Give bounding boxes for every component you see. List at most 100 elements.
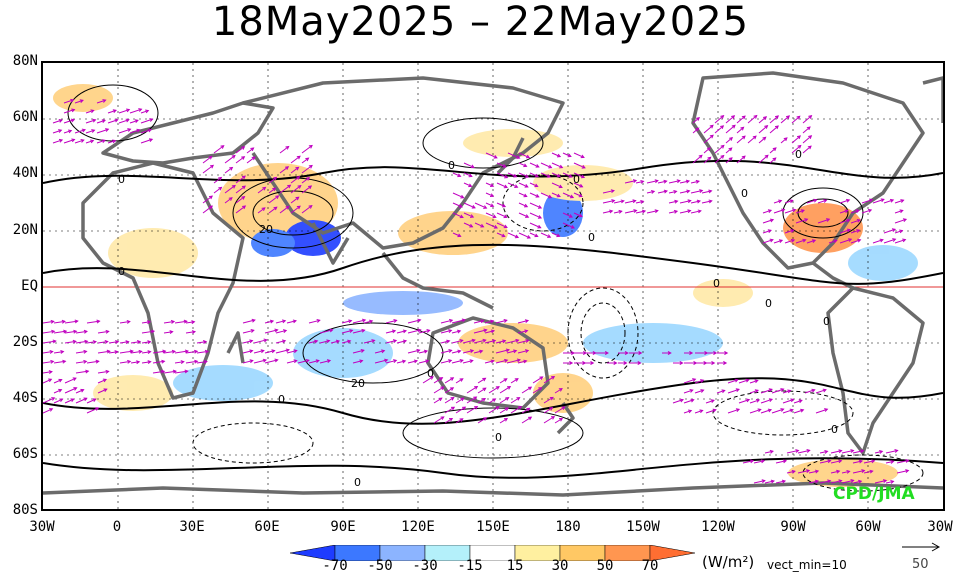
wind-vector bbox=[352, 319, 366, 324]
wind-vector-head bbox=[83, 349, 88, 354]
wind-vector-head bbox=[558, 184, 563, 189]
wind-vector bbox=[872, 198, 885, 204]
wind-vector-head bbox=[807, 145, 812, 150]
wind-vector bbox=[496, 212, 507, 218]
wind-vector bbox=[43, 371, 52, 374]
wind-vector bbox=[703, 124, 714, 134]
wind-vector-head bbox=[791, 469, 796, 474]
wind-vector bbox=[444, 397, 455, 404]
wind-vector-head bbox=[525, 339, 530, 343]
lat-label-20n: 20N bbox=[12, 222, 38, 238]
lon-label-120e: 120E bbox=[401, 519, 435, 535]
wind-vector bbox=[521, 416, 532, 424]
wind-vector-head bbox=[795, 449, 800, 453]
contour-labels: 0 0 0 0 0 0 0 0 0 0 0 0 0 0 0 20 20 bbox=[118, 148, 838, 489]
wind-vector bbox=[86, 407, 99, 414]
wind-vector-head bbox=[769, 238, 774, 243]
wind-vector bbox=[499, 397, 509, 404]
wind-vector bbox=[554, 418, 563, 424]
wind-vector bbox=[440, 359, 452, 364]
wind-vector-head bbox=[423, 349, 429, 354]
wind-vector-head bbox=[92, 340, 97, 344]
wind-vector bbox=[286, 360, 297, 364]
wind-vector bbox=[118, 109, 130, 114]
wind-vector-head bbox=[251, 318, 256, 323]
wind-vector-head bbox=[102, 99, 107, 103]
wind-vector bbox=[852, 460, 863, 464]
wind-vector bbox=[769, 157, 777, 164]
wind-vector-head bbox=[523, 163, 528, 168]
wind-vector-head bbox=[686, 189, 691, 194]
wind-vector bbox=[319, 340, 330, 344]
wind-vector bbox=[773, 209, 785, 214]
wind-vector bbox=[839, 199, 850, 204]
wind-vector bbox=[385, 319, 397, 324]
wind-vector bbox=[747, 135, 757, 144]
wind-vector-head bbox=[450, 377, 455, 381]
wind-vector-head bbox=[471, 338, 476, 343]
wind-vector bbox=[242, 319, 255, 324]
wind-vector-head bbox=[470, 164, 475, 169]
wind-vector bbox=[130, 361, 140, 364]
wind-vector bbox=[466, 406, 478, 414]
wind-vector bbox=[562, 222, 575, 229]
wind-vector-head bbox=[148, 138, 154, 142]
wind-vector-head bbox=[858, 459, 864, 464]
wind-vector bbox=[213, 145, 225, 154]
wind-vector-head bbox=[708, 199, 713, 204]
wind-vector-head bbox=[218, 176, 223, 181]
wind-vector bbox=[499, 418, 508, 424]
wind-vector bbox=[129, 119, 139, 124]
wind-vector-head bbox=[890, 479, 895, 484]
wind-vector bbox=[129, 129, 140, 134]
wind-vector bbox=[407, 329, 421, 334]
wind-vector-head bbox=[797, 144, 802, 149]
wind-vector-head bbox=[850, 479, 855, 483]
wind-vector-head bbox=[326, 339, 331, 344]
wind-vector-head bbox=[811, 239, 817, 243]
wind-vector-head bbox=[570, 225, 575, 229]
wind-vector bbox=[85, 119, 96, 124]
wind-vector bbox=[455, 418, 463, 424]
wind-vector bbox=[330, 340, 340, 344]
wind-vector-head bbox=[73, 387, 78, 391]
wind-vector bbox=[75, 350, 87, 354]
contour-label: 0 bbox=[495, 431, 502, 444]
wind-vector bbox=[224, 155, 236, 164]
wind-vector-head bbox=[524, 349, 530, 353]
wind-vector bbox=[551, 172, 561, 178]
wind-vector bbox=[782, 409, 794, 414]
lat-label-40n: 40N bbox=[12, 165, 38, 181]
wind-vector-head bbox=[641, 209, 647, 214]
wind-vector-head bbox=[482, 338, 487, 343]
wind-vector bbox=[749, 408, 761, 414]
wind-vector-head bbox=[754, 379, 759, 384]
wind-vector-head bbox=[102, 378, 108, 383]
wind-vector bbox=[107, 109, 117, 114]
wind-vector-head bbox=[329, 328, 334, 333]
wind-vector bbox=[319, 359, 331, 364]
wind-vector-head bbox=[806, 126, 811, 131]
wind-vector-head bbox=[654, 179, 659, 184]
wind-vector bbox=[352, 360, 363, 364]
wind-vector-head bbox=[504, 407, 510, 411]
wind-vector-head bbox=[479, 349, 484, 354]
wind-vector bbox=[521, 386, 532, 394]
wind-vector-head bbox=[740, 126, 745, 131]
wind-vector bbox=[736, 115, 746, 124]
wind-vector-head bbox=[539, 376, 544, 381]
wind-vector bbox=[130, 341, 141, 344]
wind-vector bbox=[444, 418, 453, 424]
wind-vector-head bbox=[61, 319, 66, 324]
wind-vector-head bbox=[891, 228, 897, 232]
wind-vector-head bbox=[104, 339, 109, 344]
wind-vector bbox=[64, 340, 76, 344]
wind-vector-head bbox=[359, 359, 364, 364]
wind-vector-head bbox=[899, 229, 904, 234]
wind-vector bbox=[802, 115, 812, 124]
wind-vector bbox=[602, 190, 615, 194]
wind-vector-head bbox=[610, 189, 615, 194]
wind-vector bbox=[830, 470, 840, 474]
wind-vector bbox=[97, 378, 107, 384]
wind-vector bbox=[418, 350, 428, 354]
